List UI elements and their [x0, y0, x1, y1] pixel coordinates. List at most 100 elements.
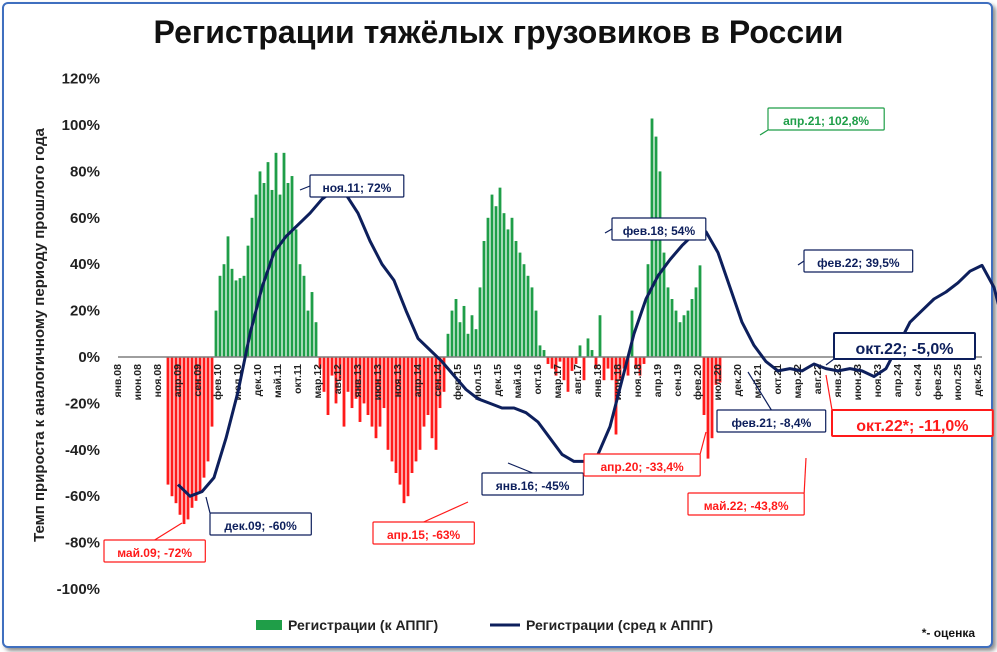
bar — [330, 357, 334, 376]
annotations: май.09; -72% дек.09; -60% ноя.11; 72% апр.1… — [103, 107, 994, 563]
bar — [186, 357, 190, 520]
bar — [182, 357, 186, 525]
bar — [442, 357, 446, 392]
y-tick-label: -60% — [65, 488, 100, 505]
bar — [306, 310, 310, 357]
legend: Регистрации (к АППГ) Регистрации (сред к… — [256, 617, 713, 633]
bar — [622, 357, 626, 369]
bar — [174, 357, 178, 504]
x-tick-label: сен.09 — [192, 364, 204, 397]
x-tick-label: июн.08 — [132, 364, 144, 401]
bar — [458, 322, 462, 357]
bar — [578, 345, 582, 357]
bar — [482, 241, 486, 357]
bar — [626, 357, 630, 376]
bar — [566, 357, 570, 392]
annotation-label: апр.15; -63% — [387, 528, 461, 542]
bar — [274, 152, 278, 357]
annotation-label: апр.21; 102,8% — [783, 114, 869, 128]
bar — [518, 252, 522, 357]
bar — [378, 357, 382, 427]
bar — [542, 350, 546, 357]
bar — [658, 171, 662, 357]
bar — [302, 275, 306, 357]
x-tick-label: дек.10 — [252, 364, 264, 397]
bar — [638, 357, 642, 376]
x-ticks: янв.08 июн.08 ноя.08 апр.09 сен.09 фев.10 июл.… — [112, 364, 984, 401]
bar — [498, 187, 502, 357]
bar — [618, 357, 622, 381]
annotation-box — [716, 409, 827, 433]
bar — [254, 194, 258, 357]
bar — [298, 264, 302, 357]
annotation-leader — [825, 374, 833, 411]
y-tick-label: -100% — [57, 581, 100, 598]
bar — [674, 310, 678, 357]
bar — [350, 357, 354, 409]
bar — [670, 299, 674, 357]
x-tick-label: май.11 — [272, 364, 284, 398]
bar — [262, 183, 266, 357]
x-tick-label: дек.25 — [972, 364, 984, 397]
bar — [314, 322, 318, 357]
x-tick-label: июн.23 — [852, 364, 864, 401]
y-axis-label: Темп прироста к аналогичному периоду про… — [31, 127, 48, 541]
bar — [538, 345, 542, 357]
x-tick-label: май.21 — [752, 364, 764, 399]
bar — [686, 310, 690, 357]
bar — [354, 357, 358, 399]
bar — [410, 357, 414, 473]
y-tick-label: 20% — [70, 303, 100, 320]
annotation-box — [831, 409, 994, 437]
bar — [706, 357, 710, 459]
bar — [414, 357, 418, 462]
bar — [438, 357, 442, 409]
x-tick-label: дек.20 — [732, 364, 744, 397]
bar — [230, 268, 234, 357]
bar — [318, 357, 322, 369]
bar — [462, 305, 466, 357]
y-tick-label: 120% — [62, 71, 100, 88]
bar — [450, 310, 454, 357]
bar — [466, 333, 470, 357]
x-tick-label: сен.19 — [672, 364, 684, 397]
bar — [642, 357, 646, 364]
bar — [506, 229, 510, 357]
bar — [530, 287, 534, 357]
annotation-leader — [699, 431, 707, 455]
y-tick-label: -20% — [65, 395, 100, 412]
bar — [334, 357, 338, 404]
bar — [206, 357, 210, 462]
bar — [266, 162, 270, 357]
bar — [550, 357, 554, 369]
x-tick-label: апр.14 — [412, 364, 424, 397]
bar — [718, 357, 722, 383]
annotation-label: фев.18; 54% — [623, 224, 696, 238]
y-tick-label: -40% — [65, 442, 100, 459]
bar — [278, 194, 282, 357]
x-tick-label: сен.14 — [432, 364, 444, 397]
bar — [210, 357, 214, 427]
annotation-box — [309, 174, 405, 198]
bar — [446, 333, 450, 357]
x-tick-label: авг.17 — [572, 364, 584, 394]
bar — [310, 292, 314, 357]
bar — [654, 136, 658, 357]
bar — [238, 278, 242, 357]
bar — [454, 299, 458, 357]
bar — [474, 329, 478, 357]
bar — [290, 176, 294, 357]
annotation-leader — [205, 496, 211, 514]
annotation-label: окт.22*; -11,0% — [856, 418, 968, 435]
bar — [534, 310, 538, 357]
x-tick-label: мар.22 — [792, 364, 804, 399]
annotation-box — [481, 472, 584, 496]
bar — [570, 357, 574, 371]
y-tick-label: 80% — [70, 163, 100, 180]
bar — [478, 287, 482, 357]
bar — [370, 357, 374, 427]
bar — [682, 315, 686, 357]
bars — [166, 118, 722, 525]
bar — [294, 229, 298, 357]
